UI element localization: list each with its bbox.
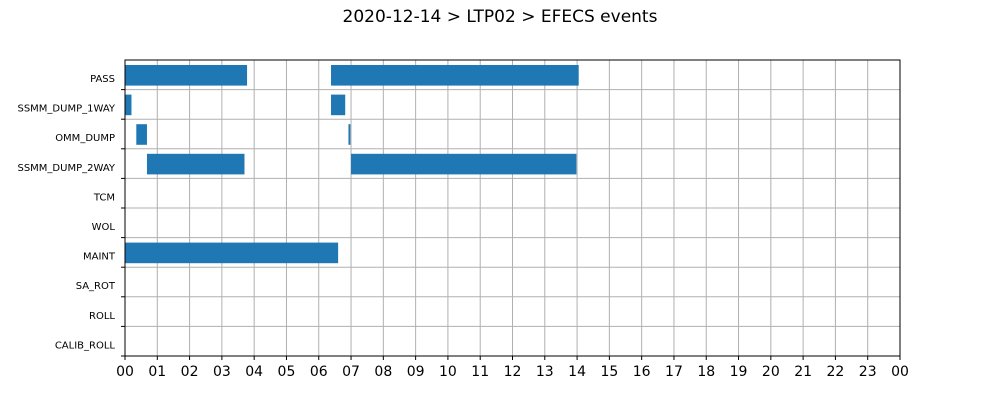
y-tick-label: PASS [90,74,115,85]
event-bar [146,153,245,175]
x-tick-label: 12 [504,364,522,380]
x-axis: 00 01 02 03 04 05 06 07 08 09 10 11 12 13 14 15 16 17 18 19… [116,356,909,380]
event-bar [331,94,346,116]
x-tick-label: 10 [439,364,457,380]
y-tick-label: SSMM_DUMP_1WAY [17,104,115,115]
x-tick-label: 14 [568,364,586,380]
chart-title: 2020-12-14 > LTP02 > EFECS events [343,7,658,27]
x-tick-label: 23 [859,364,877,380]
y-axis: PASS SSMM_DUMP_1WAY OMM_DUMP SSMM_DUMP_2WAY… [17,74,125,357]
x-tick-label: 00 [116,364,134,380]
event-bar [125,94,132,116]
x-tick-label: 01 [148,364,166,380]
x-tick-label: 05 [278,364,296,380]
y-tick-label: TCM [93,192,115,203]
x-tick-label: 20 [762,364,780,380]
x-tick-label: 22 [827,364,845,380]
y-tick-label: OMM_DUMP [55,133,115,144]
y-tick-label: ROLL [89,311,115,322]
event-bar [348,124,351,145]
event-bar [351,153,577,175]
x-tick-label: 09 [407,364,425,380]
y-tick-label: SSMM_DUMP_2WAY [17,163,115,174]
y-tick-label: MAINT [83,252,116,263]
grid-lines [125,60,900,356]
x-tick-label: 02 [181,364,199,380]
x-tick-label: 00 [891,364,909,380]
x-tick-label: 16 [633,364,651,380]
x-tick-label: 04 [245,364,263,380]
y-tick-label: SA_ROT [76,281,116,292]
x-tick-label: 18 [697,364,715,380]
event-bar [136,124,147,145]
x-tick-label: 07 [342,364,360,380]
y-tick-label: CALIB_ROLL [55,340,116,351]
x-tick-label: 17 [665,364,683,380]
x-tick-label: 11 [471,364,489,380]
event-bar [125,65,248,86]
x-tick-label: 21 [794,364,812,380]
x-tick-label: 15 [600,364,618,380]
x-tick-label: 08 [374,364,392,380]
y-tick-label: WOL [92,222,116,233]
event-bar [125,242,339,264]
x-tick-label: 03 [213,364,231,380]
event-bar [331,65,579,86]
x-tick-label: 19 [730,364,748,380]
x-tick-label: 06 [310,364,328,380]
event-bars [125,65,579,264]
x-tick-label: 13 [536,364,554,380]
